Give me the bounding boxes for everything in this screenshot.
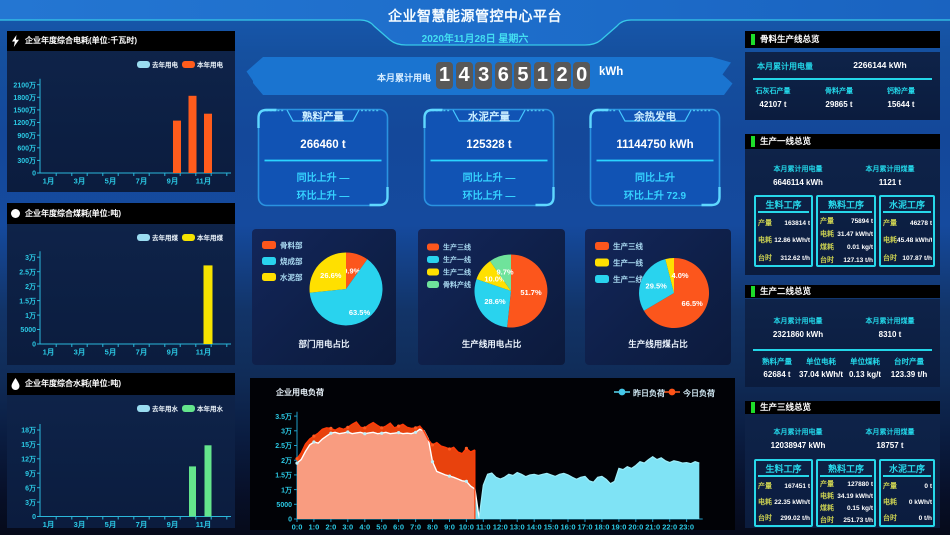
svg-text:0: 0 <box>32 171 36 178</box>
svg-text:28.6%: 28.6% <box>484 297 506 306</box>
svg-text:骨料产线: 骨料产线 <box>443 280 471 289</box>
svg-text:600万: 600万 <box>17 145 36 153</box>
svg-text:3万: 3万 <box>25 499 36 507</box>
svg-text:9万: 9万 <box>25 470 36 478</box>
svg-text:300万: 300万 <box>17 157 36 165</box>
svg-text:生产一线: 生产一线 <box>443 255 471 264</box>
svg-text:9.9%: 9.9% <box>343 267 360 276</box>
svg-text:9月: 9月 <box>167 348 179 357</box>
svg-text:0: 0 <box>32 514 36 521</box>
svg-text:1万: 1万 <box>25 312 36 320</box>
svg-text:生产二线: 生产二线 <box>613 274 643 284</box>
svg-text:1月: 1月 <box>43 177 55 186</box>
svg-text:29.5%: 29.5% <box>646 281 668 290</box>
svg-text:1月: 1月 <box>43 348 55 357</box>
svg-text:1500万: 1500万 <box>13 107 36 115</box>
svg-text:63.5%: 63.5% <box>349 308 371 317</box>
svg-text:生产一线: 生产一线 <box>613 258 643 268</box>
svg-text:20:0: 20:0 <box>628 523 643 531</box>
svg-text:烧成部: 烧成部 <box>280 256 303 266</box>
svg-text:1.5万: 1.5万 <box>19 297 36 305</box>
svg-text:15万: 15万 <box>21 441 36 449</box>
svg-text:3.5万: 3.5万 <box>275 413 292 421</box>
svg-text:生产线用电占比: 生产线用电占比 <box>462 339 522 349</box>
svg-text:23:0: 23:0 <box>679 523 694 531</box>
svg-text:生产三线: 生产三线 <box>443 243 471 252</box>
svg-text:16:0: 16:0 <box>560 523 575 531</box>
svg-text:51.7%: 51.7% <box>520 288 542 297</box>
svg-text:2万: 2万 <box>281 457 292 465</box>
svg-text:10:0: 10:0 <box>459 523 474 531</box>
svg-text:5000: 5000 <box>20 327 36 334</box>
svg-text:17:0: 17:0 <box>577 523 592 531</box>
svg-text:3万: 3万 <box>281 428 292 436</box>
svg-text:14:0: 14:0 <box>527 523 542 531</box>
svg-text:10.0%: 10.0% <box>484 275 506 284</box>
svg-text:水泥部: 水泥部 <box>280 272 303 282</box>
svg-text:11月: 11月 <box>196 520 211 528</box>
svg-text:900万: 900万 <box>17 132 36 140</box>
svg-text:3月: 3月 <box>74 177 86 186</box>
svg-text:3月: 3月 <box>74 348 86 357</box>
svg-text:2万: 2万 <box>25 283 36 291</box>
svg-text:7:0: 7:0 <box>410 523 421 531</box>
svg-text:生产三线: 生产三线 <box>613 241 643 251</box>
svg-text:5月: 5月 <box>105 520 117 528</box>
svg-text:12:0: 12:0 <box>493 523 508 531</box>
svg-text:18:0: 18:0 <box>594 523 609 531</box>
svg-text:7月: 7月 <box>136 520 148 528</box>
svg-text:4.0%: 4.0% <box>671 271 688 280</box>
svg-text:3:0: 3:0 <box>342 523 353 531</box>
svg-text:生产线用煤占比: 生产线用煤占比 <box>628 339 688 349</box>
svg-text:2.5万: 2.5万 <box>275 442 292 450</box>
svg-text:15:0: 15:0 <box>544 523 559 531</box>
svg-text:1万: 1万 <box>281 486 292 494</box>
svg-text:11:0: 11:0 <box>476 523 491 531</box>
svg-text:6:0: 6:0 <box>393 523 404 531</box>
svg-text:2100万: 2100万 <box>13 81 36 89</box>
svg-text:1.5万: 1.5万 <box>275 472 292 480</box>
svg-text:3月: 3月 <box>74 520 86 528</box>
svg-text:13:0: 13:0 <box>510 523 525 531</box>
svg-text:66.5%: 66.5% <box>682 299 704 308</box>
svg-text:2:0: 2:0 <box>325 523 336 531</box>
svg-text:8:0: 8:0 <box>427 523 438 531</box>
svg-text:9:0: 9:0 <box>444 523 455 531</box>
svg-text:9月: 9月 <box>167 177 179 186</box>
svg-text:部门用电占比: 部门用电占比 <box>298 339 350 349</box>
svg-text:3万: 3万 <box>25 254 36 262</box>
svg-text:9月: 9月 <box>167 520 179 528</box>
svg-text:5:0: 5:0 <box>376 523 387 531</box>
svg-text:0:0: 0:0 <box>292 523 303 531</box>
svg-text:7月: 7月 <box>136 177 148 186</box>
svg-text:12万: 12万 <box>21 456 36 464</box>
svg-text:5000: 5000 <box>276 502 292 509</box>
svg-text:1月: 1月 <box>43 520 55 528</box>
svg-text:1200万: 1200万 <box>13 119 36 127</box>
svg-text:1800万: 1800万 <box>13 94 36 102</box>
svg-text:5月: 5月 <box>105 177 117 186</box>
svg-text:18万: 18万 <box>21 427 36 435</box>
svg-text:0: 0 <box>32 342 36 349</box>
svg-text:生产二线: 生产二线 <box>443 268 471 277</box>
svg-text:7月: 7月 <box>136 348 148 357</box>
svg-text:0: 0 <box>288 517 292 524</box>
svg-text:6万: 6万 <box>25 484 36 492</box>
svg-text:11月: 11月 <box>196 177 211 186</box>
svg-text:4:0: 4:0 <box>359 523 370 531</box>
svg-text:2.5万: 2.5万 <box>19 268 36 276</box>
svg-text:9.7%: 9.7% <box>496 268 513 277</box>
svg-text:5月: 5月 <box>105 348 117 357</box>
svg-text:19:0: 19:0 <box>611 523 626 531</box>
svg-text:骨料部: 骨料部 <box>280 240 303 250</box>
svg-text:21:0: 21:0 <box>645 523 660 531</box>
svg-text:22:0: 22:0 <box>662 523 677 531</box>
svg-text:1:0: 1:0 <box>308 523 319 531</box>
svg-text:11月: 11月 <box>196 348 211 357</box>
svg-text:26.6%: 26.6% <box>320 271 342 280</box>
